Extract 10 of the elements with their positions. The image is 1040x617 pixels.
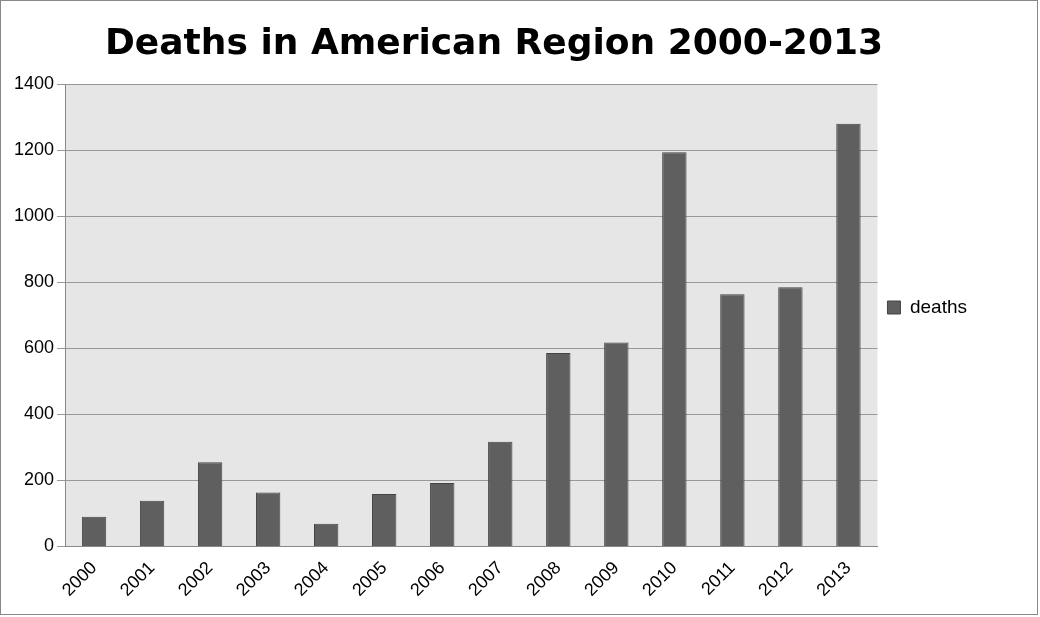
- y-tick-label: 800: [24, 271, 55, 292]
- y-tick-label: 400: [24, 403, 55, 424]
- y-tick-label: 0: [44, 535, 55, 556]
- y-tick-label: 600: [24, 337, 55, 358]
- chart-title: Deaths in American Region 2000-2013: [104, 20, 884, 62]
- y-tick-label: 1000: [14, 205, 55, 226]
- y-tick-label: 200: [24, 469, 55, 490]
- legend-label: deaths: [909, 295, 967, 317]
- y-tick-label: 1200: [14, 139, 55, 160]
- y-tick-label: 1400: [14, 73, 55, 94]
